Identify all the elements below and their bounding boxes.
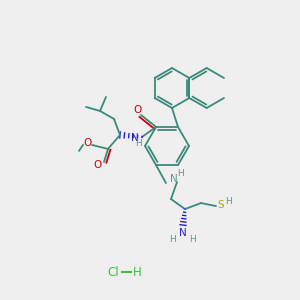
Text: Cl: Cl	[107, 266, 119, 278]
Text: H: H	[178, 169, 184, 178]
Text: N: N	[131, 133, 139, 143]
Text: O: O	[94, 160, 102, 170]
Text: H: H	[189, 235, 195, 244]
Text: O: O	[133, 105, 141, 115]
Text: N: N	[179, 228, 187, 238]
Text: O: O	[83, 138, 91, 148]
Text: N: N	[170, 174, 178, 184]
Text: H: H	[136, 140, 142, 148]
Text: H: H	[133, 266, 141, 278]
Text: H: H	[169, 235, 176, 244]
Text: H: H	[225, 196, 231, 206]
Text: S: S	[218, 200, 224, 210]
